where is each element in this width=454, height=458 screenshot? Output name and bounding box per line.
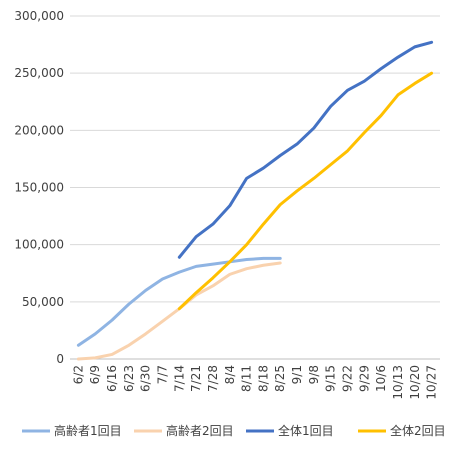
series-line (76, 261, 282, 361)
legend-label: 全体1回目 (278, 423, 334, 438)
y-tick-label: 100,000 (14, 238, 64, 252)
x-tick-label: 10/27 (425, 365, 439, 400)
x-tick-label: 8/25 (273, 365, 287, 392)
y-tick-label: 200,000 (14, 123, 64, 137)
x-tick-label: 7/14 (172, 365, 186, 392)
x-tick-label: 10/13 (391, 365, 405, 400)
y-tick-label: 250,000 (14, 66, 64, 80)
x-tick-label: 6/2 (71, 365, 85, 384)
x-tick-label: 7/7 (156, 365, 170, 384)
x-tick-label: 9/1 (290, 365, 304, 384)
x-tick-label: 9/15 (324, 365, 338, 392)
legend-label: 高齢者2回目 (166, 423, 234, 438)
y-axis-tick-labels: 0 50,000 100,000 150,000 200,000 250,000 300,0… (14, 9, 64, 366)
x-tick-label: 7/21 (189, 365, 203, 392)
series-lines (76, 40, 434, 361)
x-tick-label: 6/23 (122, 365, 136, 392)
x-tick-label: 6/16 (105, 365, 119, 392)
x-tick-label: 6/9 (88, 365, 102, 384)
series-line (177, 71, 434, 311)
series-line (177, 40, 434, 259)
legend-label: 全体2回目 (390, 423, 446, 438)
legend: 高齢者1回目 高齢者2回目 全体1回目 全体2回目 (22, 423, 446, 438)
legend-label: 高齢者1回目 (54, 423, 122, 438)
y-tick-label: 300,000 (14, 9, 64, 23)
series-line (76, 256, 282, 347)
x-tick-label: 6/30 (139, 365, 153, 392)
y-tick-label: 0 (56, 352, 64, 366)
y-tick-label: 150,000 (14, 181, 64, 195)
x-tick-label: 10/6 (374, 365, 388, 392)
x-tick-label: 9/22 (341, 365, 355, 392)
y-tick-label: 50,000 (22, 295, 64, 309)
x-tick-label: 9/29 (357, 365, 371, 392)
x-tick-label: 7/28 (206, 365, 220, 392)
x-tick-label: 8/11 (240, 365, 254, 392)
x-tick-label: 8/4 (223, 365, 237, 384)
x-tick-label: 9/8 (307, 365, 321, 384)
x-tick-label: 8/18 (256, 365, 270, 392)
x-axis: 6/2 6/9 6/16 6/23 6/30 7/7 7/14 7/21 7/28 8/4 8/11… (70, 358, 440, 400)
x-tick-label: 10/20 (408, 365, 422, 400)
